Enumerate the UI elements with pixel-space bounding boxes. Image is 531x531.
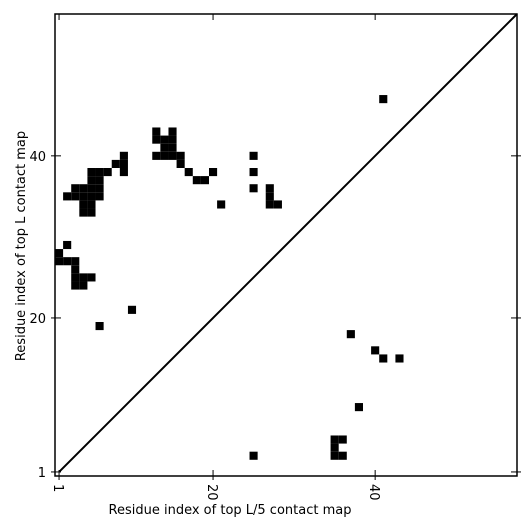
contact-cell [160,143,169,152]
contact-cell [95,184,104,193]
x-tick-label: 1 [50,484,65,492]
contact-cell [192,176,201,185]
contact-cell [249,151,258,160]
contact-cell [87,273,96,282]
diagonal-line [58,13,518,473]
contact-cell [184,168,193,177]
contact-cell [160,151,169,160]
contact-cell [265,192,274,201]
contact-cell [330,435,339,444]
contact-cell [79,192,88,201]
contact-cell [79,184,88,193]
contact-cell [265,200,274,209]
x-axis-label: Residue index of top L/5 contact map [109,503,352,518]
contact-cell [168,151,177,160]
contact-cell [249,451,258,460]
contact-cell [79,273,88,282]
contact-cell [55,249,64,258]
contact-cell [152,127,161,136]
contact-cell [168,143,177,152]
contact-cell [71,192,80,201]
contact-cell [379,95,388,104]
contact-cell [63,240,72,250]
contact-cell [119,151,128,160]
contact-cell [168,127,177,136]
contact-cell [168,135,177,144]
contact-cell [95,168,104,177]
contact-cell [111,159,120,168]
contact-cells [55,95,404,460]
contact-cell [330,443,339,452]
contact-cell [338,435,347,444]
contact-cell [63,192,72,201]
contact-cell [103,168,112,177]
y-tick-label: 1 [38,466,46,481]
contact-cell [71,184,80,193]
plot-frame [54,13,518,477]
contact-cell [330,451,339,460]
contact-cell [249,184,258,193]
contact-cell [395,354,404,363]
contact-cell [209,168,218,177]
contact-cell [79,200,88,209]
y-tick-label: 20 [29,312,46,327]
contact-cell [152,135,161,144]
contact-cell [354,403,363,412]
y-axis-label: Residue index of top L contact map [14,131,29,361]
contact-cell [160,135,169,144]
contact-cell [152,151,161,160]
contact-cell [338,451,347,460]
x-tick-label: 40 [366,484,381,501]
contact-cell [265,184,274,193]
contact-cell [273,200,282,209]
contact-cell [87,168,96,177]
contact-cell [119,159,128,168]
contact-cell [379,354,388,363]
contact-cell [87,176,96,185]
contact-cell [176,159,185,168]
contact-cell [346,330,355,339]
contact-cell [71,273,80,282]
contact-cell [79,208,88,217]
contact-cell [87,200,96,209]
contact-cell [200,176,209,185]
contact-cell [71,265,80,274]
contact-cell [71,257,80,266]
contact-cell [217,200,226,209]
contact-cell [55,257,64,266]
x-tick-label: 20 [204,484,219,501]
contact-cell [71,281,80,290]
contact-cell [95,322,104,331]
contact-cell [371,346,380,355]
contact-cell [249,168,258,177]
y-tick-label: 40 [29,150,46,165]
contact-cell [63,257,72,266]
contact-cell [119,168,128,177]
contact-cell [127,305,137,314]
contact-cell [176,151,185,160]
contact-cell [87,184,96,193]
contact-cell [87,192,96,201]
contact-cell [79,281,88,290]
contact-cell [95,192,104,201]
contact-cell [87,208,96,217]
contact-cell [95,176,104,185]
